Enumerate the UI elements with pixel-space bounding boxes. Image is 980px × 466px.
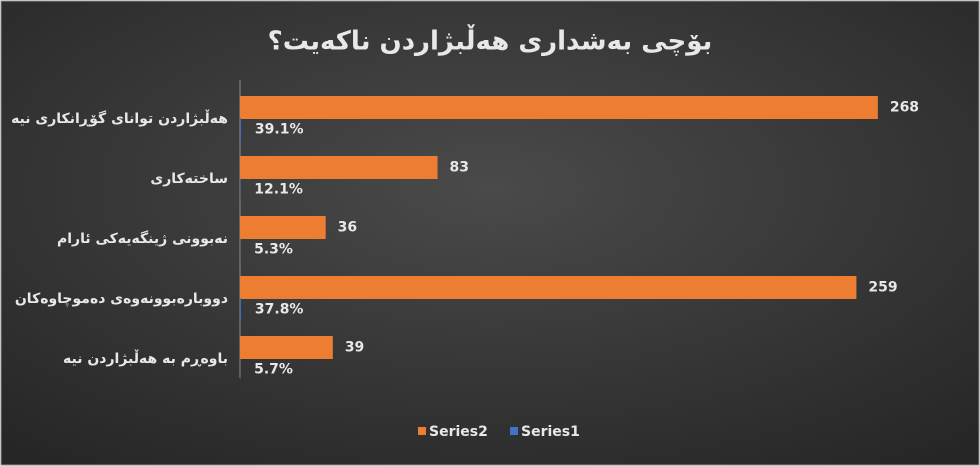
- data-label: 39: [345, 340, 364, 356]
- data-label: 259: [868, 280, 897, 296]
- legend-label: Series1: [521, 424, 580, 440]
- y-tick-label: دووبارەبوونەوەی دەموچاوەکان: [15, 291, 228, 307]
- data-label: 37.8%: [255, 302, 304, 318]
- legend-label: Series2: [429, 424, 488, 440]
- data-label: 39.1%: [255, 122, 304, 138]
- bar: [240, 298, 241, 321]
- legend-swatch: [510, 427, 518, 435]
- data-label: 268: [890, 100, 919, 116]
- data-label: 83: [450, 160, 469, 176]
- bar: [240, 276, 857, 299]
- data-label: 12.1%: [254, 182, 303, 198]
- data-label: 36: [338, 220, 357, 236]
- bar: [240, 336, 333, 359]
- y-tick-label: باوەڕم بە هەڵبژاردن نیە: [63, 349, 228, 367]
- y-tick-label: ساختەکاری: [150, 171, 228, 187]
- y-tick-label: نەبوونی ژینگەیەکی ئارام: [57, 230, 228, 247]
- bar: [240, 96, 878, 119]
- data-label: 5.3%: [254, 242, 293, 258]
- y-tick-label: هەڵبژاردن توانای گۆڕانکاری نیە: [11, 109, 228, 127]
- bar: [240, 216, 326, 239]
- legend-swatch: [418, 427, 426, 435]
- bar: [240, 156, 438, 179]
- chart-title: بۆچی بەشداری هەڵبژاردن ناکەیت؟: [268, 25, 713, 57]
- bar: [240, 118, 241, 141]
- data-label: 5.7%: [254, 362, 293, 378]
